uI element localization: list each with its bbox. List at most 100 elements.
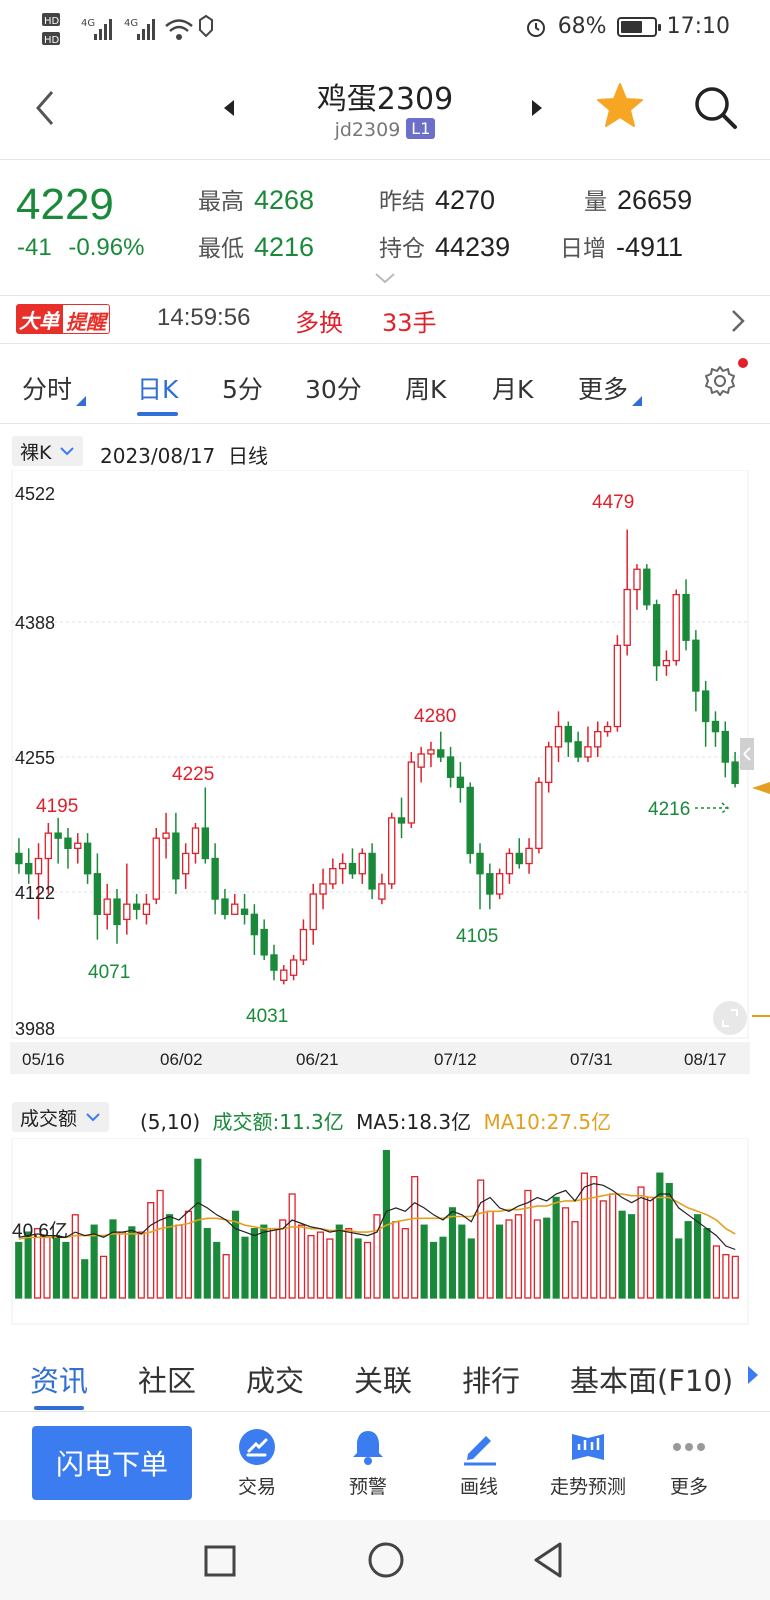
back-arrow-icon[interactable] [28, 86, 68, 130]
forecast-button[interactable]: 走势预测 [540, 1426, 636, 1499]
volume-bar [646, 1196, 655, 1299]
tab-ranking-label: 排行 [462, 1364, 521, 1398]
tab-fundamentals[interactable]: 基本面(F10) [570, 1358, 733, 1400]
date-axis-bg [10, 1042, 750, 1074]
bottom-toolbar: 闪电下单 交易 预警 画线 走势预测 更多 [0, 1412, 770, 1520]
volume-bar [665, 1182, 673, 1299]
tabs-scroll-right-icon[interactable] [746, 1364, 760, 1386]
alert-button[interactable]: 预警 [320, 1426, 416, 1499]
tab-trades-label: 成交 [246, 1364, 305, 1398]
candle [495, 873, 504, 895]
next-contract-icon[interactable] [530, 98, 544, 118]
candle [633, 568, 641, 591]
volume-bar [477, 1179, 485, 1299]
price-annotation: 4105 [456, 926, 498, 947]
volume-ma5-line [18, 1182, 736, 1251]
date-axis: 05/16 06/02 06/21 07/12 07/31 08/17 [22, 1050, 727, 1069]
tab-ranking[interactable]: 排行 [462, 1358, 520, 1400]
volume-bar [722, 1254, 730, 1299]
more-button[interactable]: 更多 [641, 1426, 737, 1499]
tab-community[interactable]: 社区 [138, 1358, 196, 1400]
svg-text:4G: 4G [81, 18, 95, 29]
volume-bar [354, 1238, 362, 1299]
volume-chart[interactable]: 40.6亿 [0, 1138, 770, 1330]
svg-text:HD: HD [44, 35, 60, 46]
candle [378, 883, 386, 900]
search-icon[interactable] [692, 84, 738, 130]
trade-button[interactable]: 交易 [209, 1426, 305, 1499]
chevron-down-icon [60, 447, 75, 456]
tab-trades[interactable]: 成交 [246, 1358, 304, 1400]
chart-mode-dropdown[interactable]: 裸K [12, 436, 84, 466]
forecast-label: 走势预测 [549, 1476, 626, 1498]
network-signal-icon: HD HD 4G 4G [42, 13, 213, 46]
tab-more[interactable]: 更多 [578, 370, 643, 406]
candle [34, 857, 43, 875]
favorite-star-icon[interactable] [596, 82, 644, 128]
tab-daily-k-label: 日K [137, 375, 179, 404]
forecast-book-icon [572, 1434, 604, 1460]
candle [240, 908, 249, 915]
expand-chevron-icon[interactable] [374, 272, 396, 284]
chevron-right-icon[interactable] [730, 308, 746, 334]
candle [476, 852, 484, 875]
chart-period: 日线 [228, 444, 268, 468]
candle [525, 847, 533, 865]
candle [486, 873, 494, 895]
home-icon[interactable] [366, 1540, 406, 1580]
draw-button[interactable]: 画线 [431, 1426, 527, 1499]
volume-bar [552, 1196, 560, 1299]
tab-monthly-k[interactable]: 月K [492, 370, 533, 406]
gear-icon[interactable] [703, 364, 737, 398]
volume-label: 量 [584, 189, 607, 215]
volume-bar [90, 1224, 98, 1299]
prev-contract-icon[interactable] [222, 98, 236, 118]
level-badge: L1 [406, 118, 436, 139]
volume-mode-dropdown[interactable]: 成交额 [12, 1102, 110, 1132]
volume-ma5: MA5:18.3亿 [356, 1110, 472, 1134]
volume-bar [439, 1236, 447, 1299]
volume-bar [571, 1221, 579, 1299]
recent-apps-icon[interactable] [203, 1544, 237, 1578]
volume-bar [326, 1238, 334, 1299]
tab-more-label: 更多 [578, 375, 629, 404]
chart-side-handle[interactable] [740, 738, 754, 770]
tab-5min[interactable]: 5分 [222, 370, 263, 406]
volume-bar [467, 1238, 475, 1299]
volume-bar [81, 1259, 89, 1299]
volume-bar [495, 1224, 504, 1299]
tab-intraday[interactable]: 分时 [22, 370, 87, 406]
candle [25, 862, 33, 875]
contract-title: 鸡蛋2309 [316, 82, 454, 117]
tab-30min[interactable]: 30分 [305, 370, 362, 406]
tab-daily-k[interactable]: 日K [137, 370, 179, 416]
volume-mode-label: 成交额 [20, 1107, 78, 1130]
tab-weekly-k[interactable]: 周K [405, 370, 446, 406]
big-order-alert[interactable]: 大单 提醒 14:59:56 多换 33手 [0, 296, 770, 344]
tab-news[interactable]: 资讯 [30, 1358, 88, 1410]
candlestick-chart[interactable]: 4522 4388 4255 4122 3988 4195 4071 4225 4031 428… [0, 470, 770, 1080]
flash-order-button[interactable]: 闪电下单 [32, 1426, 192, 1500]
volume-bar [71, 1214, 79, 1299]
volume-value: 26659 [617, 185, 693, 215]
logo-part-b: 提醒 [62, 304, 110, 334]
volume-bar [411, 1176, 419, 1299]
fullscreen-icon[interactable] [713, 1001, 747, 1035]
tab-30min-label: 30分 [305, 375, 362, 404]
price-tick-label: 4255 [15, 748, 55, 768]
price-annotation: 4280 [414, 706, 456, 727]
volume-bar [269, 1228, 277, 1299]
last-price-marker-icon [752, 782, 770, 794]
nav-back-icon[interactable] [530, 1540, 566, 1580]
chart-mode-label: 裸K [20, 441, 52, 464]
tab-related[interactable]: 关联 [354, 1358, 412, 1400]
volume-bar [656, 1172, 664, 1299]
candle [446, 756, 455, 778]
volume-bar [165, 1214, 174, 1299]
price-change: -41 -0.96% [17, 234, 144, 262]
candle [211, 857, 219, 900]
logo-part-a: 大单 [16, 304, 62, 334]
chevron-down-icon [86, 1113, 100, 1122]
high-value: 4268 [254, 185, 315, 215]
volume-bar [316, 1231, 325, 1299]
